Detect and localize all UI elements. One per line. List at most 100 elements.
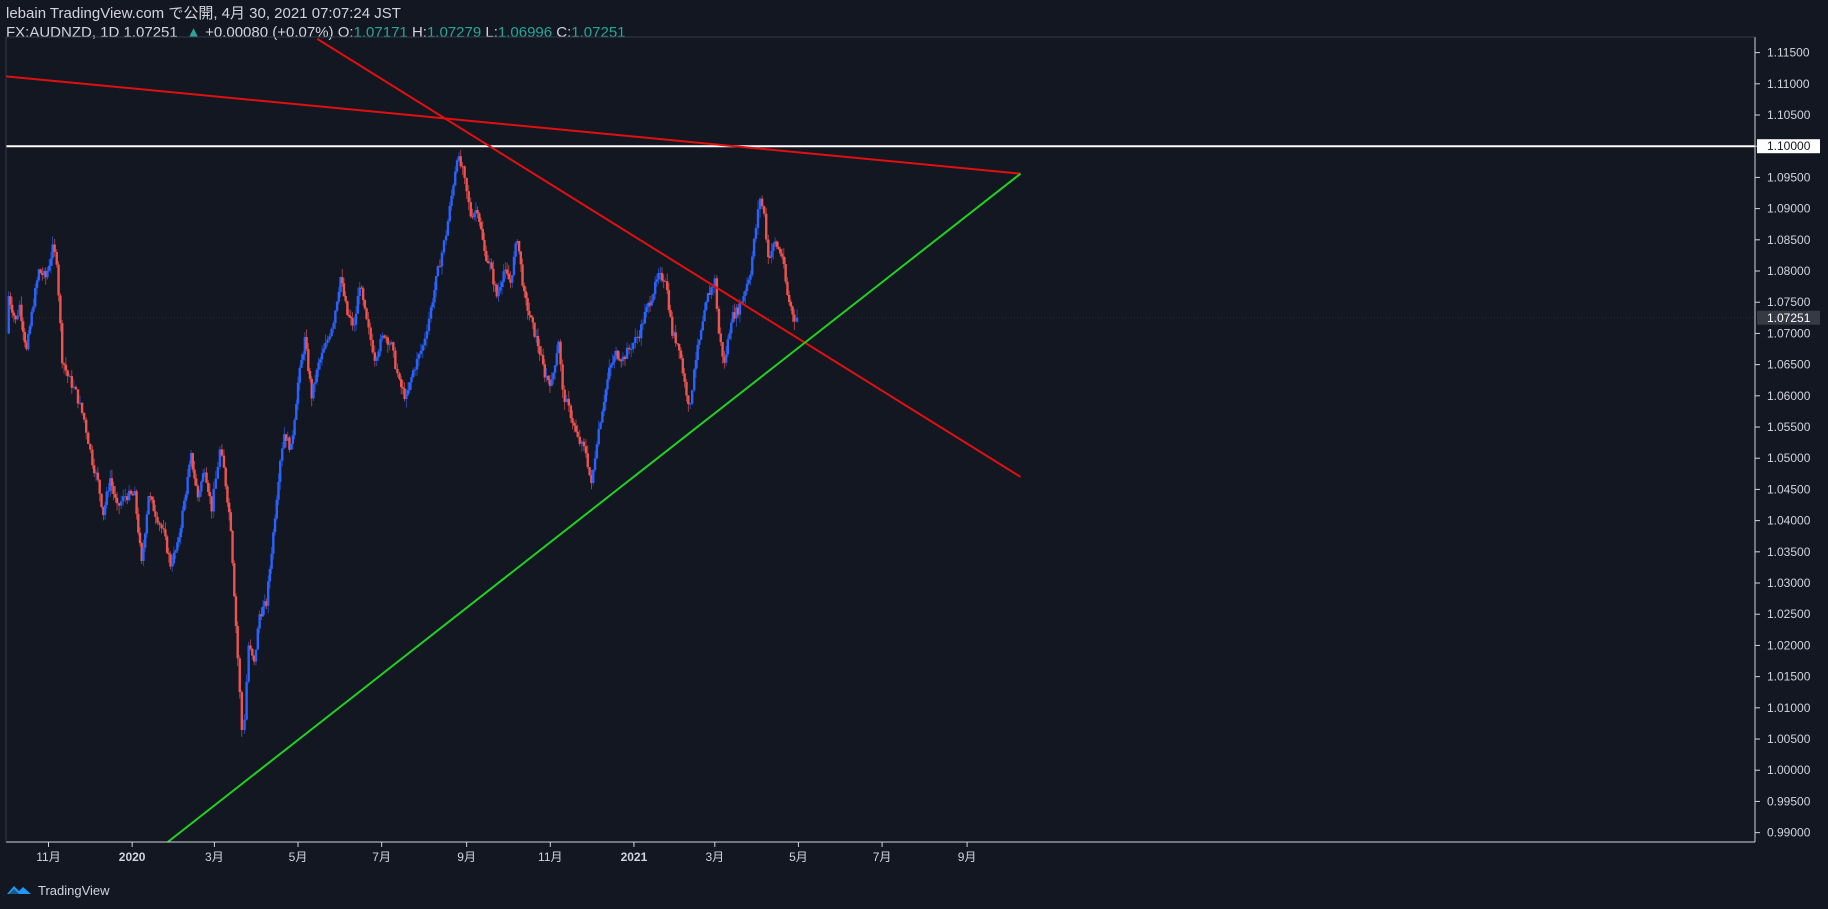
candle-body [533, 322, 536, 337]
candle-body [78, 402, 82, 404]
candle-body [25, 342, 28, 350]
candle-body [647, 302, 650, 307]
candles [7, 149, 799, 737]
candle-body [405, 394, 408, 400]
candle-body [672, 332, 676, 336]
candle-body [427, 318, 431, 332]
candle-body [561, 364, 564, 390]
candle-body [679, 350, 683, 359]
candle-body [358, 287, 361, 296]
y-tick-label: 1.08500 [1767, 233, 1811, 247]
candle-body [373, 352, 376, 361]
candle-body [629, 348, 633, 350]
candle-body [201, 473, 205, 482]
y-tick-label: 1.11000 [1767, 77, 1810, 91]
candle-body [273, 518, 277, 533]
tradingview-brand[interactable]: TradingView [6, 880, 110, 900]
candle-body [730, 322, 733, 334]
candle-body [423, 338, 427, 346]
candle-body [346, 301, 349, 315]
candle-body [89, 444, 92, 450]
candle-body [216, 466, 220, 479]
candle-body [288, 437, 291, 450]
candle-body [224, 467, 227, 487]
candle-body [671, 316, 674, 336]
candle-body [431, 302, 434, 308]
candle-body [254, 649, 258, 662]
candle-body [408, 382, 411, 391]
candle-body [334, 310, 337, 324]
candle-body [667, 290, 671, 311]
candle-body [662, 280, 665, 282]
y-tick-label: 1.02000 [1767, 638, 1811, 652]
candle-body [590, 475, 593, 484]
candle-body [147, 496, 150, 515]
candle-body [538, 346, 541, 355]
candle-body [307, 349, 310, 371]
candle-body [252, 655, 256, 662]
candle-body [131, 493, 135, 496]
candle-body [703, 310, 706, 322]
candle-body [112, 486, 115, 495]
candle-body [87, 432, 90, 445]
candle-body [93, 465, 96, 474]
candle-body [606, 379, 609, 390]
candle-body [717, 308, 721, 334]
candle-body [476, 210, 479, 214]
candle-body [127, 490, 131, 501]
y-tick-label: 1.06500 [1767, 358, 1811, 372]
candle-body [284, 434, 288, 441]
candle-body [514, 243, 517, 257]
candle-body [650, 300, 653, 306]
y-tick-label: 0.99000 [1767, 826, 1811, 840]
x-tick-label: 9月 [958, 850, 977, 864]
candle-body [365, 308, 368, 320]
candle-body [685, 381, 688, 396]
candle-body [578, 436, 581, 444]
candle-body [705, 301, 708, 311]
candle-body [100, 493, 103, 507]
candle-body [621, 356, 625, 362]
candle-body [559, 341, 562, 365]
candle-body [529, 315, 533, 318]
candle-body [735, 307, 738, 319]
y-tick-label: 1.09500 [1767, 170, 1811, 184]
candle-body [563, 389, 566, 403]
candle-body [696, 344, 699, 360]
candle-body [723, 356, 726, 363]
candle-body [303, 337, 307, 355]
candle-body [571, 418, 574, 424]
candle-body [154, 511, 157, 517]
y-tick-label: 1.09000 [1767, 202, 1811, 216]
x-tick-label: 3月 [205, 850, 224, 864]
candle-body [238, 658, 241, 693]
candle-body [620, 360, 623, 362]
candle-body [760, 198, 764, 207]
candle-body [674, 332, 677, 344]
candle-body [9, 296, 12, 305]
candle-body [640, 324, 643, 339]
candle-body [171, 563, 174, 567]
candle-body [540, 354, 543, 356]
candle-body [511, 275, 514, 283]
candle-body [756, 209, 760, 228]
candle-body [425, 331, 429, 339]
candle-body [429, 307, 433, 319]
candle-body [749, 274, 752, 280]
candle-body [55, 252, 58, 265]
candle-body [780, 253, 784, 257]
candle-body [608, 367, 611, 380]
candle-body [383, 335, 386, 338]
candle-body [268, 568, 272, 582]
candle-body [354, 313, 358, 325]
candle-body [636, 336, 639, 338]
candle-body [356, 295, 360, 314]
candle-body [386, 337, 390, 345]
y-tick-label: 1.03000 [1767, 576, 1811, 590]
candle-body [240, 692, 244, 731]
candle-body [614, 350, 618, 356]
candle-body [220, 449, 224, 456]
candle-body [91, 449, 94, 466]
candle-body [103, 505, 107, 516]
